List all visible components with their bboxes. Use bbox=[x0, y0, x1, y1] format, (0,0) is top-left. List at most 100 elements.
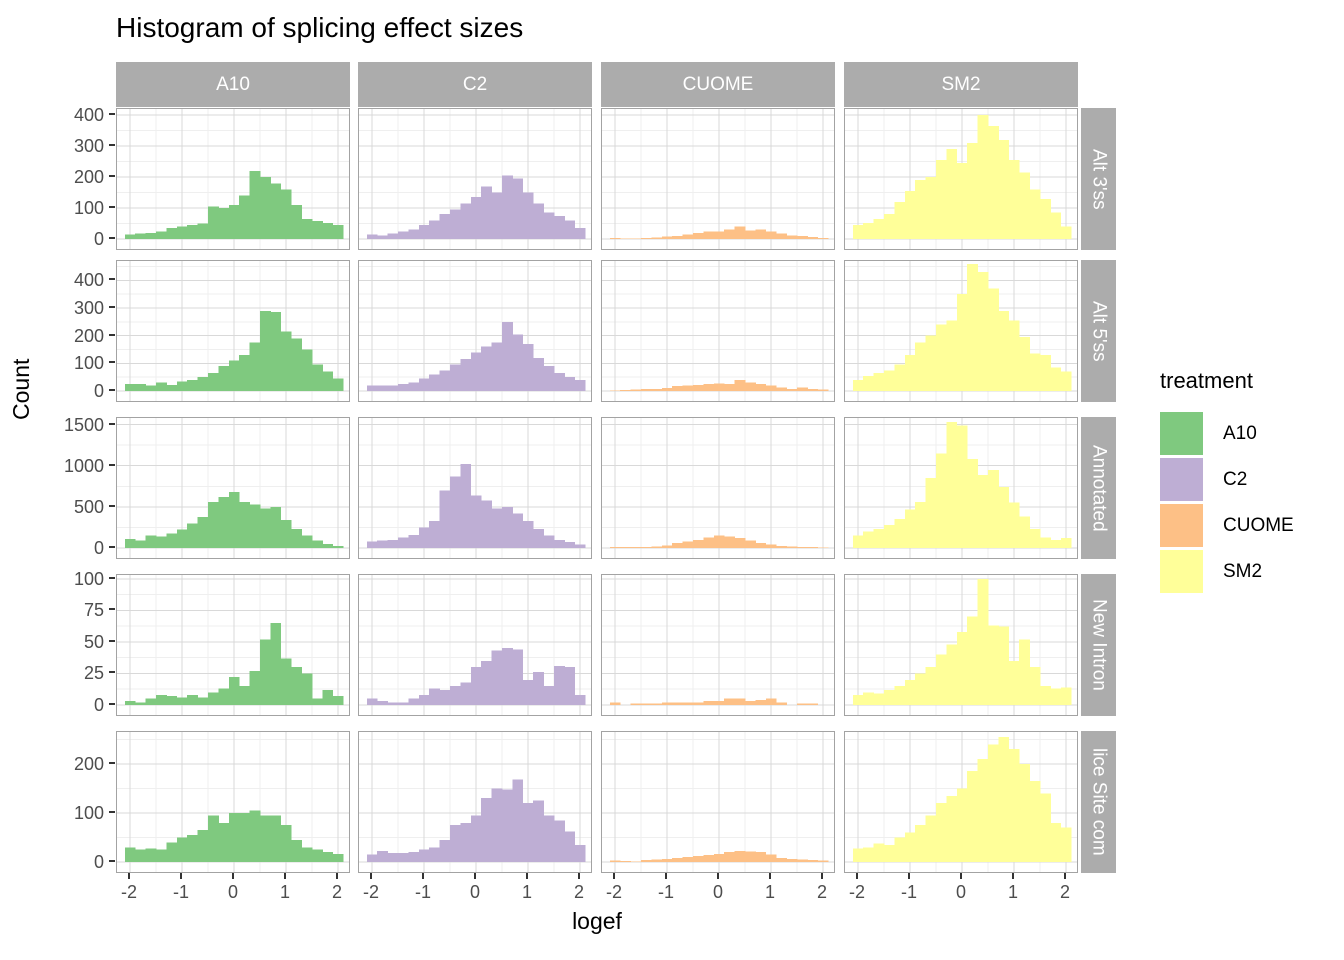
legend-entry: SM2 bbox=[1160, 550, 1294, 593]
facet-row-strip: Alt 3'ss bbox=[1081, 108, 1116, 250]
x-tick-label: -1 bbox=[900, 882, 917, 902]
y-tick-mark bbox=[109, 761, 115, 764]
y-tick-mark bbox=[109, 671, 115, 674]
y-tick-mark bbox=[109, 422, 115, 425]
facet-column-label: C2 bbox=[462, 73, 488, 95]
y-tick-label: 0 bbox=[93, 229, 104, 249]
facet-row-strip: Annotated bbox=[1081, 417, 1116, 559]
y-tick-label: 0 bbox=[93, 381, 104, 401]
y-tick-mark bbox=[109, 113, 115, 116]
facet-row-label: Alt 5'ss bbox=[1088, 300, 1110, 362]
histogram-panel-CUOME-1 bbox=[601, 108, 835, 250]
x-tick-label: 2 bbox=[1059, 882, 1070, 902]
y-tick-label: 0 bbox=[93, 695, 104, 715]
y-tick-mark bbox=[109, 206, 115, 209]
y-tick-mark bbox=[109, 361, 115, 364]
x-tick-label: 2 bbox=[573, 882, 584, 902]
x-tick-mark bbox=[336, 873, 338, 879]
x-tick-mark bbox=[613, 873, 615, 879]
x-tick-mark bbox=[232, 873, 234, 879]
legend-label: A10 bbox=[1223, 422, 1257, 444]
histogram-panel-CUOME-2 bbox=[601, 260, 835, 402]
y-tick-mark bbox=[109, 504, 115, 507]
legend-entries: A10 C2 CUOME SM2 bbox=[1160, 412, 1294, 593]
facet-column-label: CUOME bbox=[682, 73, 754, 95]
histogram-panel-SM2-2 bbox=[844, 260, 1078, 402]
x-tick-mark bbox=[665, 873, 667, 879]
y-tick-label: 100 bbox=[73, 198, 104, 219]
y-tick-mark bbox=[109, 306, 115, 309]
y-tick-mark bbox=[109, 237, 115, 239]
y-tick-mark bbox=[109, 810, 115, 813]
x-tick-label: -2 bbox=[362, 882, 379, 902]
y-tick-label: 200 bbox=[73, 167, 104, 188]
legend: treatment A10 C2 CUOME SM2 bbox=[1160, 368, 1294, 596]
x-tick-label: -1 bbox=[414, 882, 431, 902]
x-tick-label: 0 bbox=[469, 882, 480, 902]
legend-key-c2 bbox=[1160, 458, 1203, 501]
x-tick-label: -1 bbox=[657, 882, 674, 902]
y-tick-label: 25 bbox=[83, 663, 104, 684]
y-tick-label: 400 bbox=[73, 105, 104, 126]
y-axis-title: Count bbox=[8, 358, 34, 420]
x-tick-label: 1 bbox=[1007, 882, 1018, 902]
x-tick-label: 1 bbox=[279, 882, 290, 902]
y-tick-label: 0 bbox=[93, 538, 104, 558]
facet-column-label: A10 bbox=[216, 73, 250, 95]
facet-row-label: Annotated bbox=[1088, 444, 1110, 532]
histogram-panel-SM2-3 bbox=[844, 417, 1078, 559]
facet-column-strip: C2 bbox=[358, 62, 592, 107]
histogram-panel-C2-3 bbox=[358, 417, 592, 559]
facet-row-strip: lice Site com bbox=[1081, 731, 1116, 873]
y-tick-label: 100 bbox=[73, 802, 104, 823]
x-tick-label: -1 bbox=[172, 882, 189, 902]
y-tick-label: 200 bbox=[73, 753, 104, 774]
legend-key-cuome bbox=[1160, 504, 1203, 547]
facet-row-strip: Alt 5'ss bbox=[1081, 260, 1116, 402]
y-tick-label: 100 bbox=[73, 568, 104, 589]
x-tick-label: 0 bbox=[955, 882, 966, 902]
x-tick-label: 2 bbox=[331, 882, 342, 902]
x-tick-mark bbox=[370, 873, 372, 879]
x-tick-label: 2 bbox=[816, 882, 827, 902]
histogram-panel-A10-4 bbox=[116, 574, 350, 716]
y-tick-mark bbox=[109, 175, 115, 178]
y-tick-label: 300 bbox=[73, 298, 104, 319]
x-tick-mark bbox=[474, 873, 476, 879]
facet-row-label: Alt 3'ss bbox=[1088, 148, 1110, 210]
y-tick-mark bbox=[109, 639, 115, 642]
x-tick-mark bbox=[960, 873, 962, 879]
y-tick-mark bbox=[109, 703, 115, 705]
x-tick-mark bbox=[1064, 873, 1066, 879]
y-tick-label: 300 bbox=[73, 136, 104, 157]
y-tick-label: 1000 bbox=[63, 455, 104, 476]
y-tick-label: 200 bbox=[73, 325, 104, 346]
y-tick-label: 100 bbox=[73, 353, 104, 374]
chart-title: Histogram of splicing effect sizes bbox=[116, 12, 524, 43]
x-tick-mark bbox=[769, 873, 771, 879]
legend-key-sm2 bbox=[1160, 550, 1203, 593]
y-tick-mark bbox=[109, 546, 115, 548]
facet-column-label: SM2 bbox=[941, 73, 981, 95]
legend-entry: C2 bbox=[1160, 458, 1294, 501]
legend-title: treatment bbox=[1160, 368, 1253, 393]
y-tick-label: 0 bbox=[93, 852, 104, 872]
x-tick-mark bbox=[1012, 873, 1014, 879]
legend-label: C2 bbox=[1223, 468, 1248, 490]
x-tick-mark bbox=[908, 873, 910, 879]
x-tick-label: -2 bbox=[848, 882, 865, 902]
x-tick-mark bbox=[821, 873, 823, 879]
x-tick-mark bbox=[526, 873, 528, 879]
facet-row-strip: New Intron bbox=[1081, 574, 1116, 716]
x-tick-label: 0 bbox=[227, 882, 238, 902]
facet-column-strip: SM2 bbox=[844, 62, 1078, 107]
y-tick-mark bbox=[109, 278, 115, 281]
facet-column-strip: A10 bbox=[116, 62, 350, 107]
x-tick-label: 1 bbox=[764, 882, 775, 902]
x-tick-mark bbox=[180, 873, 182, 879]
y-tick-label: 50 bbox=[83, 631, 104, 652]
x-tick-mark bbox=[422, 873, 424, 879]
y-tick-label: 75 bbox=[83, 600, 104, 621]
y-tick-mark bbox=[109, 333, 115, 336]
